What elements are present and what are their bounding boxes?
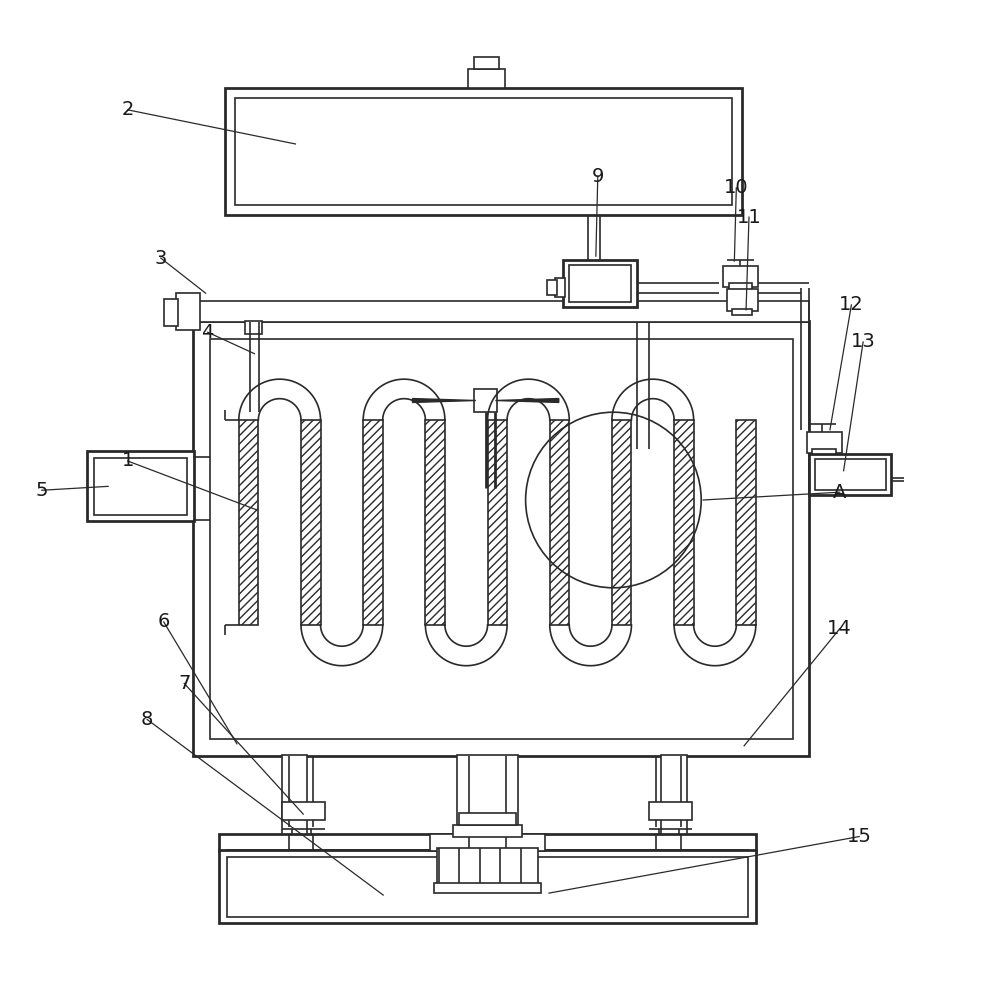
Bar xyxy=(437,848,539,885)
Bar xyxy=(193,301,809,322)
Bar xyxy=(228,857,749,917)
Bar xyxy=(474,389,497,412)
Bar xyxy=(815,459,886,490)
Text: 2: 2 xyxy=(122,100,133,119)
Text: 8: 8 xyxy=(141,710,153,729)
Bar xyxy=(86,451,194,521)
Text: 11: 11 xyxy=(737,208,761,227)
Bar xyxy=(468,69,505,88)
Text: 3: 3 xyxy=(155,249,167,268)
Bar xyxy=(612,420,632,625)
Bar xyxy=(210,339,793,739)
Text: 13: 13 xyxy=(851,332,875,351)
Bar xyxy=(453,825,522,837)
Text: 5: 5 xyxy=(35,481,48,500)
Bar xyxy=(737,420,755,625)
Bar xyxy=(164,299,179,326)
Bar xyxy=(727,289,757,311)
Bar xyxy=(547,280,557,295)
Bar xyxy=(220,834,755,851)
Bar xyxy=(661,755,687,835)
Text: 12: 12 xyxy=(839,295,864,314)
Text: 4: 4 xyxy=(201,323,214,342)
Bar xyxy=(723,266,757,287)
Bar xyxy=(282,755,307,835)
Bar xyxy=(363,420,383,625)
Text: 10: 10 xyxy=(724,178,749,197)
Bar xyxy=(220,850,755,923)
Bar xyxy=(563,260,637,307)
Text: 1: 1 xyxy=(122,451,133,470)
Polygon shape xyxy=(412,399,476,402)
Bar xyxy=(434,883,542,893)
Bar xyxy=(244,321,262,334)
Text: A: A xyxy=(833,483,847,502)
Bar xyxy=(806,432,842,453)
Bar xyxy=(234,98,733,205)
Bar xyxy=(238,420,258,625)
Bar xyxy=(282,802,325,820)
Bar xyxy=(674,420,694,625)
Bar xyxy=(301,420,321,625)
Bar xyxy=(733,309,751,315)
Bar xyxy=(94,458,187,515)
Bar xyxy=(177,293,200,330)
Bar xyxy=(430,834,545,851)
Bar xyxy=(426,420,445,625)
Bar xyxy=(549,420,569,625)
Text: 6: 6 xyxy=(158,612,170,631)
Bar xyxy=(812,449,836,457)
Bar xyxy=(729,283,751,291)
Bar xyxy=(457,755,518,835)
Text: 7: 7 xyxy=(178,674,190,693)
Bar xyxy=(193,321,809,756)
Bar xyxy=(555,278,565,297)
Text: 15: 15 xyxy=(847,827,872,846)
Bar xyxy=(488,420,507,625)
Bar xyxy=(809,454,892,495)
Bar xyxy=(459,813,516,825)
Bar xyxy=(474,57,499,69)
Polygon shape xyxy=(495,399,559,402)
Bar xyxy=(649,802,693,820)
Bar xyxy=(228,850,749,865)
Text: 9: 9 xyxy=(592,167,604,186)
Text: 14: 14 xyxy=(827,619,852,638)
Bar xyxy=(226,88,743,215)
Bar xyxy=(569,265,631,302)
